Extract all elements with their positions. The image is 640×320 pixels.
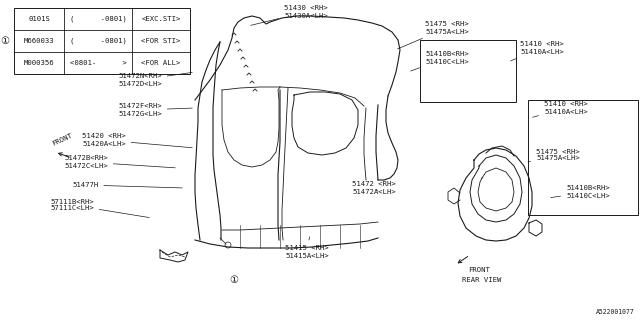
Text: 51420 <RH>
51420A<LH>: 51420 <RH> 51420A<LH> bbox=[82, 133, 192, 148]
Text: <0801-      >: <0801- > bbox=[70, 60, 127, 66]
Text: <EXC.STI>: <EXC.STI> bbox=[141, 16, 180, 22]
Text: <FOR ALL>: <FOR ALL> bbox=[141, 60, 180, 66]
Text: 0101S: 0101S bbox=[28, 16, 50, 22]
Text: FRONT: FRONT bbox=[468, 267, 490, 273]
Bar bbox=[420, 40, 516, 102]
Text: 51475 <RH>
51475A<LH>: 51475 <RH> 51475A<LH> bbox=[397, 21, 468, 49]
Text: 51410B<RH>
51410C<LH>: 51410B<RH> 51410C<LH> bbox=[411, 52, 468, 71]
Text: A522001077: A522001077 bbox=[596, 309, 635, 315]
Text: <FOR STI>: <FOR STI> bbox=[141, 38, 180, 44]
Text: 51477H: 51477H bbox=[72, 182, 182, 188]
Text: 51472B<RH>
51472C<LH>: 51472B<RH> 51472C<LH> bbox=[64, 156, 175, 169]
Text: 51430 <RH>
51430A<LH>: 51430 <RH> 51430A<LH> bbox=[251, 5, 328, 25]
Text: 51415 <RH>
51415A<LH>: 51415 <RH> 51415A<LH> bbox=[285, 237, 329, 259]
Text: FRONT: FRONT bbox=[51, 133, 73, 147]
Text: (      -0801): ( -0801) bbox=[70, 16, 127, 22]
Text: 51472F<RH>
51472G<LH>: 51472F<RH> 51472G<LH> bbox=[118, 103, 192, 116]
Text: M660033: M660033 bbox=[24, 38, 54, 44]
Text: 51475 <RH>
51475A<LH>: 51475 <RH> 51475A<LH> bbox=[528, 148, 580, 162]
Bar bbox=[14, 8, 190, 74]
Text: ①: ① bbox=[1, 36, 10, 46]
Text: 51410 <RH>
51410A<LH>: 51410 <RH> 51410A<LH> bbox=[511, 42, 564, 61]
Text: 51472 <RH>
51472A<LH>: 51472 <RH> 51472A<LH> bbox=[352, 181, 396, 195]
Text: 51410 <RH>
51410A<LH>: 51410 <RH> 51410A<LH> bbox=[532, 101, 588, 117]
Text: 51410B<RH>
51410C<LH>: 51410B<RH> 51410C<LH> bbox=[551, 186, 610, 198]
Text: 51472N<RH>
51472D<LH>: 51472N<RH> 51472D<LH> bbox=[118, 72, 192, 86]
Text: ①: ① bbox=[230, 275, 239, 285]
Text: (      -0801): ( -0801) bbox=[70, 38, 127, 44]
Text: 57111B<RH>
57111C<LH>: 57111B<RH> 57111C<LH> bbox=[50, 198, 149, 218]
Text: M000356: M000356 bbox=[24, 60, 54, 66]
Bar bbox=[528, 100, 638, 215]
Text: REAR VIEW: REAR VIEW bbox=[462, 277, 501, 283]
